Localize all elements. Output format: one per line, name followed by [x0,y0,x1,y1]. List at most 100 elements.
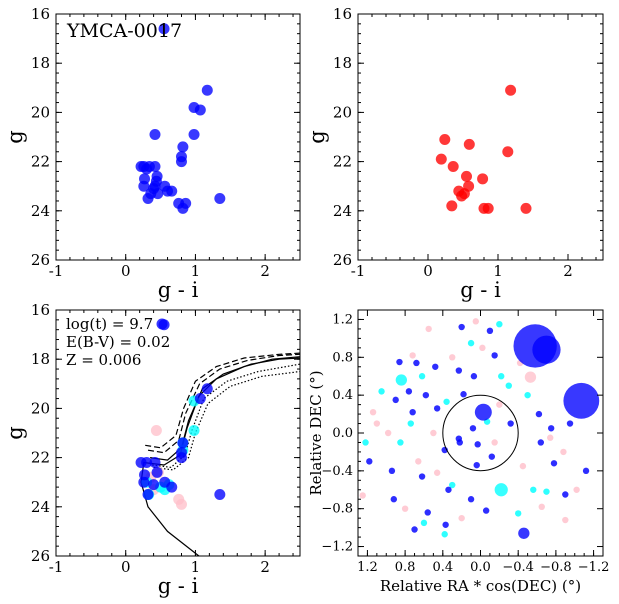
member-star-point [142,193,154,204]
member-star-point [162,185,174,197]
pink-sky-point [496,401,503,408]
pink-sky-point [425,325,432,333]
pink-sky-point [538,503,545,510]
member-sky-point [411,526,418,533]
x-tick-label: 0.0 [470,560,491,575]
cyan-sky-point [441,531,448,538]
nonmember-star-point [520,202,532,214]
member-sky-point [582,467,590,475]
member-sky-point [482,507,490,514]
member-sky-point [432,363,439,370]
panel-members-cmd: -1 0 1 2 16 18 20 22 24 26 g - i g YMCA-0017 [3,5,301,302]
x-tick-label: 2 [563,262,573,280]
member-star-point [177,141,189,153]
pink-sky-point [547,434,554,441]
y-tick-label: 26 [31,251,50,269]
pink-sky-point [359,492,366,499]
member-star-point [141,163,153,175]
y-tick-label: 20 [31,399,50,417]
nonmember-star-point [477,173,489,185]
y-tick-label: 24 [31,202,50,220]
member-star-point [158,23,170,35]
member-sky-point [442,521,449,528]
y-axis-label: g [3,426,27,439]
pink-sky-point [409,352,416,359]
y-tick-label: 22 [31,153,50,171]
member-sky-point [474,441,481,448]
y-tick-label: −0.8 [321,502,353,517]
pink-sky-point [384,429,392,437]
pink-sky-point [479,344,486,352]
member-star-point [138,180,150,192]
member-star-point [166,481,178,493]
legend-marker [156,318,168,330]
member-sky-point [366,458,373,465]
member-sky-point [473,461,480,469]
x-tick-label: -1 [49,558,64,576]
member-sky-point [550,460,558,467]
y-tick-label: 18 [31,350,50,368]
y-tick-label: 1.2 [332,312,353,327]
cyan-sky-point [397,439,404,446]
cyan-sky-point [498,373,505,380]
x-tick-label: −0.8 [540,560,572,575]
panel-nonmembers-cmd: -1 0 1 2 16 18 20 22 24 26 g - i g [305,5,604,302]
member-sky-point [455,367,463,374]
weighted-sky-point [474,403,492,421]
pink-sky-point [449,354,456,361]
isochrone-line [145,352,300,449]
x-tick-label: 2 [260,262,270,280]
weighted-sky-point [518,527,530,539]
x-axis-label: g - i [158,278,199,302]
y-tick-label: −1.2 [321,540,353,555]
weighted-sky-point [524,371,537,383]
y-tick-label: 20 [31,103,50,121]
x-tick-label: 0 [423,262,433,280]
cyan-sky-point [378,388,385,395]
member-sky-point [433,405,441,412]
plot-area [135,319,300,556]
cyan-sky-point [524,391,531,399]
y-tick-label: 26 [333,251,352,269]
y-tick-label: −0.4 [321,464,353,479]
member-star-point [175,452,187,464]
nonmember-star-point [502,146,514,158]
cyan-sky-point [362,439,369,446]
nonmember-star-point [447,161,459,173]
axes-frame [55,309,301,557]
member-sky-point [562,491,569,498]
member-sky-point [460,391,467,398]
member-sky-point [537,439,545,446]
member-sky-point [491,352,498,359]
member-star-point [177,202,189,214]
nonmember-star-point [439,133,451,145]
member-sky-point [413,359,420,367]
member-star-point [175,156,187,168]
member-star-point [148,479,160,491]
member-sky-point [418,473,426,480]
cyan-sky-point [530,486,537,493]
member-star-point [214,193,226,204]
y-tick-label: 22 [31,449,50,467]
x-axis-label: Relative RA * cos(DEC) (°) [380,577,581,595]
x-tick-label: −0.4 [502,560,534,575]
member-sky-point [486,327,494,335]
member-sky-point [547,425,555,432]
cyan-sky-point [467,339,475,347]
pink-sky-point [401,505,409,512]
pink-sky-point [560,448,567,456]
y-tick-label: 16 [31,301,50,319]
pink-star-point [175,498,187,510]
cyan-sky-point [496,320,503,328]
y-tick-label: 18 [31,54,50,72]
cluster-name-annotation: YMCA-0017 [66,20,182,42]
member-sky-point [470,373,478,380]
weighted-sky-point [494,483,508,497]
nonmember-star-point [461,170,472,182]
member-star-point [177,437,189,449]
y-axis-label: g [305,130,329,143]
member-sky-point [469,425,477,432]
x-axis-label: g - i [158,574,199,598]
isochrone-line [147,353,300,454]
